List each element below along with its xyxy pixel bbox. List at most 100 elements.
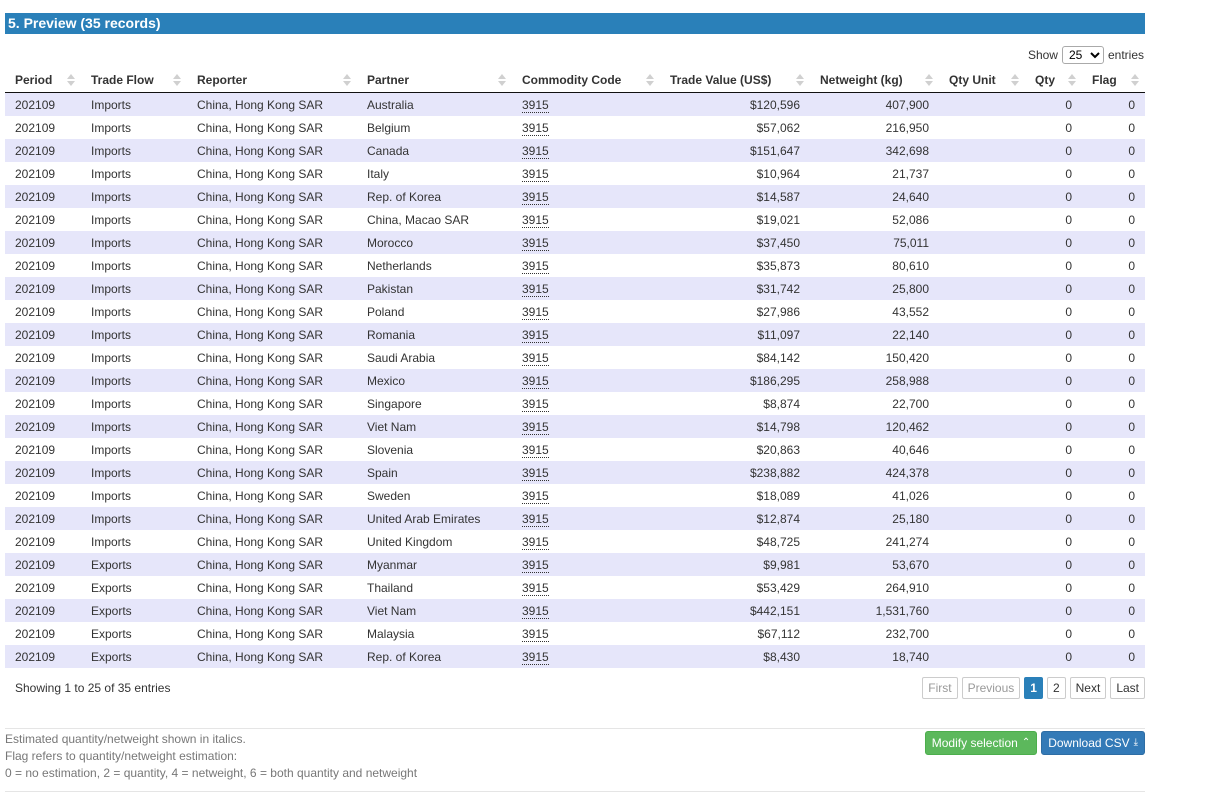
commodity-code-cell[interactable]: 3915: [512, 93, 660, 117]
commodity-code-link[interactable]: 3915: [522, 166, 549, 182]
commodity-code-cell[interactable]: 3915: [512, 300, 660, 323]
commodity-code-link[interactable]: 3915: [522, 235, 549, 251]
commodity-code-cell[interactable]: 3915: [512, 139, 660, 162]
commodity-code-link[interactable]: 3915: [522, 626, 549, 642]
table-cell: 202109: [15, 97, 56, 112]
commodity-code-cell[interactable]: 3915: [512, 208, 660, 231]
column-header-partner[interactable]: Partner: [357, 68, 512, 93]
first-page-button[interactable]: First: [922, 677, 958, 699]
commodity-code-cell[interactable]: 3915: [512, 553, 660, 576]
column-header-qty-unit[interactable]: Qty Unit: [939, 68, 1025, 93]
commodity-code-link[interactable]: 3915: [522, 580, 549, 596]
commodity-code-link[interactable]: 3915: [522, 143, 549, 159]
commodity-code-cell[interactable]: 3915: [512, 530, 660, 553]
table-row: 202109 Imports China, Hong Kong SAR Mexico 3…: [5, 369, 1145, 392]
table-cell: 202109: [15, 212, 56, 227]
commodity-code-cell[interactable]: 3915: [512, 507, 660, 530]
last-page-button[interactable]: Last: [1110, 677, 1145, 699]
commodity-code-link[interactable]: 3915: [522, 488, 549, 504]
commodity-code-link[interactable]: 3915: [522, 557, 549, 573]
commodity-code-cell[interactable]: 3915: [512, 599, 660, 622]
column-header-netweight[interactable]: Netweight (kg): [810, 68, 939, 93]
column-header-commodity-code[interactable]: Commodity Code: [512, 68, 660, 93]
commodity-code-cell[interactable]: 3915: [512, 576, 660, 599]
table-cell: Imports: [91, 166, 132, 181]
commodity-code-cell[interactable]: 3915: [512, 392, 660, 415]
commodity-code-cell[interactable]: 3915: [512, 415, 660, 438]
commodity-code-cell[interactable]: 3915: [512, 185, 660, 208]
modify-selection-button[interactable]: Modify selection ⌃: [924, 731, 1038, 755]
commodity-code-cell[interactable]: 3915: [512, 369, 660, 392]
table-cell: [939, 208, 1025, 231]
column-header-label: Commodity Code: [522, 73, 622, 87]
commodity-code-cell[interactable]: 3915: [512, 484, 660, 507]
previous-page-button[interactable]: Previous: [961, 677, 1021, 699]
commodity-code-link[interactable]: 3915: [522, 442, 549, 458]
table-cell: 0: [1065, 465, 1072, 480]
commodity-code-link[interactable]: 3915: [522, 419, 549, 435]
column-header-trade-value[interactable]: Trade Value (US$): [660, 68, 810, 93]
page-2-button[interactable]: 2: [1046, 677, 1066, 699]
commodity-code-link[interactable]: 3915: [522, 511, 549, 527]
table-cell: China, Hong Kong SAR: [197, 120, 324, 135]
table-row: 202109 Imports China, Hong Kong SAR Morocco…: [5, 231, 1145, 254]
commodity-code-link[interactable]: 3915: [522, 120, 549, 136]
commodity-code-cell[interactable]: 3915: [512, 346, 660, 369]
commodity-code-link[interactable]: 3915: [522, 258, 549, 274]
column-header-period[interactable]: Period: [5, 68, 81, 93]
next-page-button[interactable]: Next: [1069, 677, 1107, 699]
commodity-code-link[interactable]: 3915: [522, 649, 549, 665]
table-cell: Morocco: [367, 235, 414, 250]
commodity-code-cell[interactable]: 3915: [512, 622, 660, 645]
commodity-code-link[interactable]: 3915: [522, 396, 549, 412]
commodity-code-cell[interactable]: 3915: [512, 116, 660, 139]
commodity-code-cell[interactable]: 3915: [512, 162, 660, 185]
commodity-code-cell[interactable]: 3915: [512, 254, 660, 277]
table-cell: 0: [1128, 442, 1135, 457]
table-cell: [939, 139, 1025, 162]
column-header-flag[interactable]: Flag: [1082, 68, 1145, 93]
table-cell: Spain: [367, 465, 398, 480]
commodity-code-cell[interactable]: 3915: [512, 645, 660, 668]
table-cell: [939, 185, 1025, 208]
table-cell: [939, 346, 1025, 369]
table-cell: 0: [1128, 327, 1135, 342]
table-cell: 216,950: [885, 120, 929, 135]
commodity-code-cell[interactable]: 3915: [512, 277, 660, 300]
commodity-code-cell[interactable]: 3915: [512, 231, 660, 254]
column-header-qty[interactable]: Qty: [1025, 68, 1082, 93]
table-cell: 0: [1065, 235, 1072, 250]
commodity-code-link[interactable]: 3915: [522, 189, 549, 205]
table-cell: 0: [1065, 143, 1072, 158]
commodity-code-link[interactable]: 3915: [522, 465, 549, 481]
commodity-code-link[interactable]: 3915: [522, 327, 549, 343]
commodity-code-link[interactable]: 3915: [522, 281, 549, 297]
commodity-code-link[interactable]: 3915: [522, 212, 549, 228]
note-line: Flag refers to quantity/netweight estima…: [5, 749, 238, 763]
table-cell: 53,670: [892, 557, 929, 572]
download-csv-button[interactable]: Download CSV ⤓: [1041, 731, 1145, 755]
column-header-reporter[interactable]: Reporter: [187, 68, 357, 93]
page-1-button[interactable]: 1: [1024, 677, 1043, 699]
table-row: 202109 Imports China, Hong Kong SAR Singapo…: [5, 392, 1145, 415]
commodity-code-cell[interactable]: 3915: [512, 461, 660, 484]
commodity-code-link[interactable]: 3915: [522, 534, 549, 550]
commodity-code-link[interactable]: 3915: [522, 304, 549, 320]
table-cell: 0: [1128, 235, 1135, 250]
table-cell: $37,450: [756, 235, 800, 250]
entries-per-page-select[interactable]: 25: [1061, 46, 1104, 64]
column-header-label: Qty: [1035, 73, 1056, 87]
column-header-label: Trade Value (US$): [670, 73, 772, 87]
commodity-code-link[interactable]: 3915: [522, 350, 549, 366]
column-header-trade-flow[interactable]: Trade Flow: [81, 68, 187, 93]
commodity-code-link[interactable]: 3915: [522, 373, 549, 389]
commodity-code-cell[interactable]: 3915: [512, 323, 660, 346]
commodity-code-link[interactable]: 3915: [522, 603, 549, 619]
table-row: 202109 Exports China, Hong Kong SAR Thailan…: [5, 576, 1145, 599]
commodity-code-cell[interactable]: 3915: [512, 438, 660, 461]
entries-length-control: Show 25 entries: [1028, 46, 1144, 64]
table-cell: Rep. of Korea: [367, 189, 442, 204]
commodity-code-link[interactable]: 3915: [522, 97, 549, 113]
table-cell: China, Hong Kong SAR: [197, 442, 324, 457]
table-cell: 202109: [15, 327, 56, 342]
